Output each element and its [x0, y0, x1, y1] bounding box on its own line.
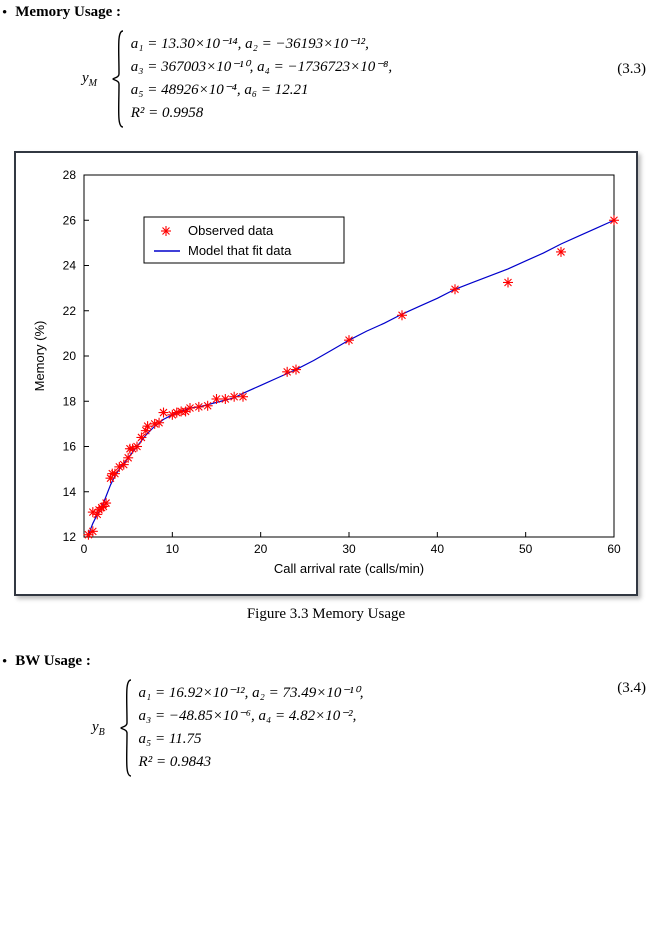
svg-text:Observed data: Observed data [188, 223, 274, 238]
brace-icon [119, 678, 133, 778]
bullet-icon: • [2, 655, 15, 670]
section-bw-title: BW Usage : [15, 653, 91, 670]
chart-frame: 0 10 20 30 40 50 60 12 14 16 18 20 22 24 26 28 Call arri… [14, 151, 638, 596]
svg-text:60: 60 [607, 542, 621, 556]
eq-mem-brace-wrap: a₁ = 13.30×10⁻¹⁴, a₂ = −36193×10⁻¹², a₃ … [111, 29, 392, 129]
eq-mem-number: (3.3) [617, 61, 646, 78]
svg-text:26: 26 [63, 213, 77, 227]
bullet-icon: • [2, 6, 15, 21]
svg-text:Memory (%): Memory (%) [32, 321, 47, 392]
equation-bw: yB a₁ = 16.92×10⁻¹², a₂ = 73.49×10⁻¹⁰, a… [2, 674, 650, 780]
svg-text:24: 24 [63, 259, 77, 273]
svg-text:18: 18 [63, 394, 77, 408]
svg-text:0: 0 [81, 542, 88, 556]
svg-text:30: 30 [342, 542, 356, 556]
svg-text:Call arrival rate (calls/min): Call arrival rate (calls/min) [274, 561, 424, 576]
svg-text:10: 10 [166, 542, 180, 556]
svg-text:50: 50 [519, 542, 533, 556]
eq-bw-line-4: R² = 0.9843 [139, 751, 364, 774]
eq-mem-line-2: a₃ = 367003×10⁻¹⁰, a₄ = −1736723×10⁻⁸, [131, 56, 392, 79]
eq-bw-number: (3.4) [617, 680, 646, 697]
svg-text:22: 22 [63, 304, 77, 318]
page-root: • Memory Usage : yM a₁ = 13.30×10⁻¹⁴, a₂… [0, 0, 652, 782]
section-memory-heading: • Memory Usage : [2, 2, 650, 25]
svg-text:20: 20 [63, 349, 77, 363]
eq-mem-line-1: a₁ = 13.30×10⁻¹⁴, a₂ = −36193×10⁻¹², [131, 33, 392, 56]
eq-mem-label: yM [82, 70, 97, 89]
svg-text:28: 28 [63, 168, 77, 182]
eq-mem-lines: a₁ = 13.30×10⁻¹⁴, a₂ = −36193×10⁻¹², a₃ … [131, 29, 392, 129]
section-bw-heading: • BW Usage : [2, 651, 650, 674]
equation-memory: yM a₁ = 13.30×10⁻¹⁴, a₂ = −36193×10⁻¹², … [2, 25, 650, 137]
eq-bw-line-3: a₅ = 11.75 [139, 728, 364, 751]
eq-mem-line-3: a₅ = 48926×10⁻⁴, a₆ = 12.21 [131, 79, 392, 102]
svg-text:Model that fit data: Model that fit data [188, 243, 292, 258]
memory-chart: 0 10 20 30 40 50 60 12 14 16 18 20 22 24 26 28 Call arri… [24, 161, 628, 581]
eq-bw-label: yB [92, 719, 105, 738]
svg-text:12: 12 [63, 530, 77, 544]
svg-text:20: 20 [254, 542, 268, 556]
svg-text:14: 14 [63, 485, 77, 499]
eq-bw-lines: a₁ = 16.92×10⁻¹², a₂ = 73.49×10⁻¹⁰, a₃ =… [139, 678, 364, 778]
eq-bw-brace-wrap: a₁ = 16.92×10⁻¹², a₂ = 73.49×10⁻¹⁰, a₃ =… [119, 678, 364, 778]
svg-text:16: 16 [63, 440, 77, 454]
eq-bw-line-2: a₃ = −48.85×10⁻⁶, a₄ = 4.82×10⁻², [139, 705, 364, 728]
svg-text:40: 40 [431, 542, 445, 556]
eq-bw-line-1: a₁ = 16.92×10⁻¹², a₂ = 73.49×10⁻¹⁰, [139, 682, 364, 705]
section-memory-title: Memory Usage : [15, 4, 121, 21]
eq-mem-line-4: R² = 0.9958 [131, 102, 392, 125]
figure-caption: Figure 3.3 Memory Usage [2, 606, 650, 623]
brace-icon [111, 29, 125, 129]
